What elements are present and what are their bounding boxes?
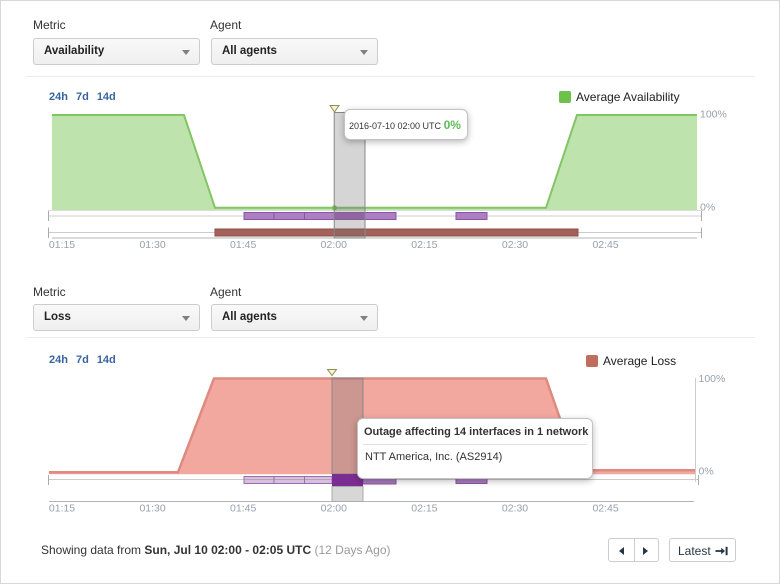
- svg-text:01:30: 01:30: [139, 503, 165, 515]
- svg-text:02:30: 02:30: [502, 503, 528, 515]
- svg-text:100%: 100%: [699, 373, 726, 385]
- svg-text:02:00: 02:00: [321, 503, 347, 515]
- svg-text:02:15: 02:15: [411, 503, 437, 515]
- svg-text:0%: 0%: [700, 202, 715, 214]
- svg-text:01:45: 01:45: [230, 239, 256, 251]
- svg-text:02:30: 02:30: [502, 239, 528, 251]
- svg-text:02:45: 02:45: [592, 503, 618, 515]
- svg-text:02:00: 02:00: [321, 239, 347, 251]
- svg-text:0%: 0%: [699, 466, 714, 478]
- svg-text:02:45: 02:45: [592, 239, 618, 251]
- svg-text:01:30: 01:30: [139, 239, 165, 251]
- svg-text:02:15: 02:15: [411, 239, 437, 251]
- svg-text:01:15: 01:15: [49, 239, 75, 251]
- svg-text:01:15: 01:15: [49, 503, 75, 515]
- svg-text:01:45: 01:45: [230, 503, 256, 515]
- svg-text:100%: 100%: [700, 109, 727, 121]
